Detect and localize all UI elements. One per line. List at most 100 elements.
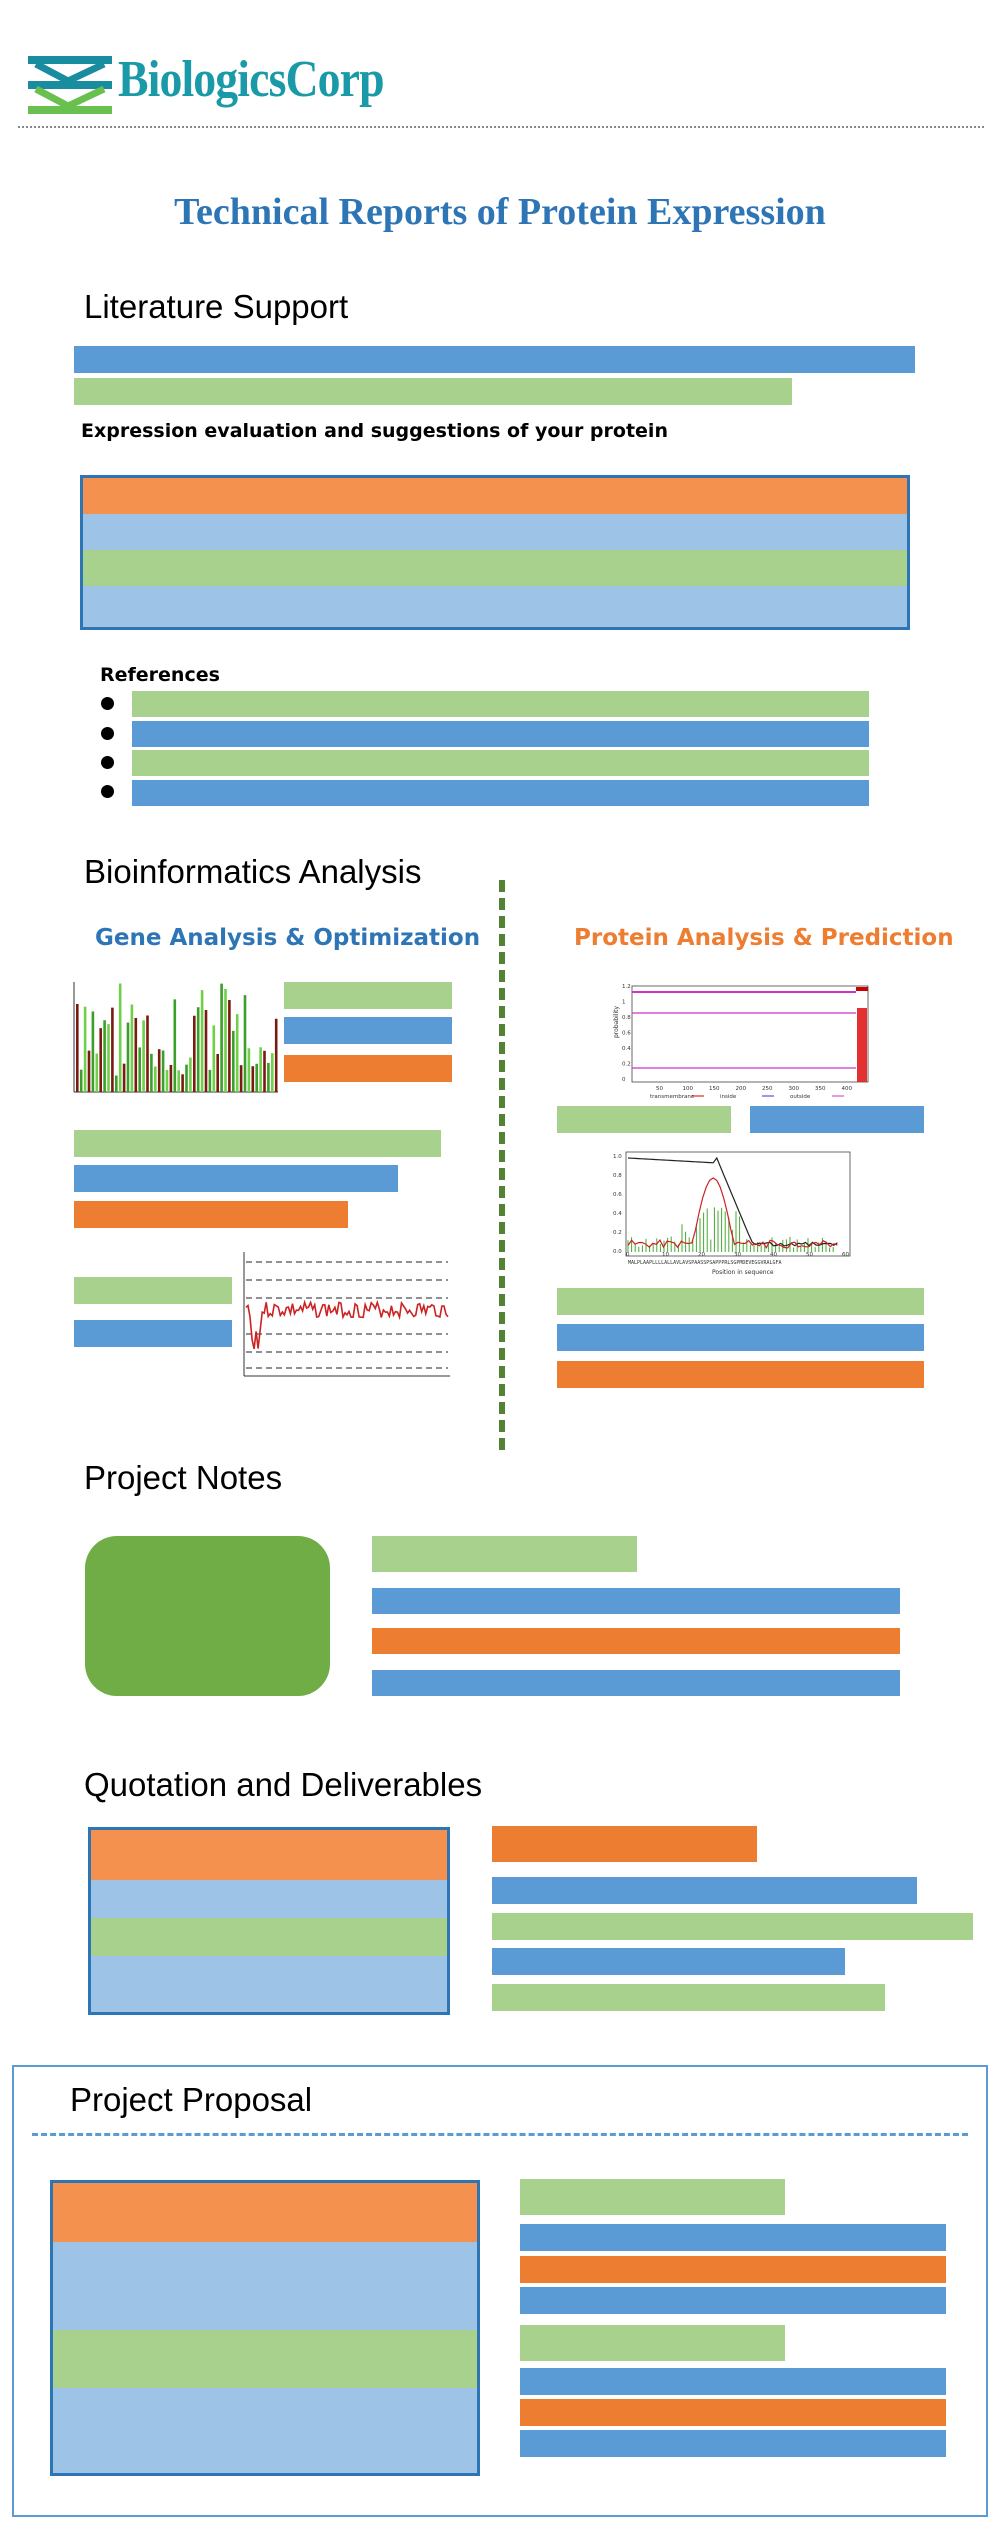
bullet-icon (101, 697, 114, 710)
codon-bar (181, 1074, 184, 1092)
placeholder-bar (750, 1106, 924, 1133)
placeholder-bar (372, 1628, 900, 1654)
prob-ytick: 0 (622, 1077, 626, 1083)
codon-bar (134, 1017, 138, 1092)
placeholder-bar (492, 1826, 757, 1862)
codon-bar (169, 1064, 173, 1092)
codon-bar (115, 1075, 118, 1092)
sp-ytick: 0.8 (613, 1173, 622, 1179)
reference-bar (132, 691, 869, 717)
prob-xtick: 350 (815, 1086, 826, 1092)
transmembrane-chart: probability 1.2 1 0.8 0.6 0.4 0.2 0 50 100 150 20… (610, 978, 870, 1100)
notes-image-placeholder (85, 1536, 330, 1696)
sp-ytick: 0.2 (613, 1230, 622, 1236)
codon-bar (208, 1069, 212, 1092)
prob-ylabel: probability (613, 1006, 620, 1038)
sp-xtick: 10 (662, 1252, 669, 1258)
sp-xtick: 40 (770, 1252, 777, 1258)
signal-sequence-label: MALPLAAPLLLLALLAVLAVSPAASSPSAPPPRLSGPMDE… (628, 1260, 782, 1266)
header-divider (18, 126, 984, 128)
bullet-icon (101, 756, 114, 769)
table-row (83, 478, 907, 514)
signal-peptide-chart: 1.0 0.8 0.6 0.4 0.2 0.0 0 10 20 30 40 50 60 MALPLAA… (612, 1148, 852, 1276)
table-row (53, 2242, 477, 2330)
prob-ytick: 1 (622, 1000, 626, 1006)
prob-ytick: 1.2 (622, 984, 631, 990)
logo-icon (28, 56, 112, 114)
signal-peptide-svg: 1.0 0.8 0.6 0.4 0.2 0.0 0 10 20 30 40 50 60 MALPLAA… (613, 1151, 851, 1276)
codon-bar (189, 1057, 192, 1092)
placeholder-bar (74, 1130, 441, 1157)
codon-bar (212, 1025, 216, 1092)
placeholder-bar (372, 1670, 900, 1696)
sp-ytick: 0.6 (613, 1192, 622, 1198)
codon-bar (267, 1062, 270, 1092)
table-row (83, 514, 907, 550)
codon-bar (83, 1006, 87, 1092)
sp-xtick: 50 (806, 1252, 813, 1258)
bullet-icon (101, 785, 114, 798)
codon-bar (251, 1066, 255, 1092)
codon-bar (177, 1070, 180, 1092)
placeholder-bar (74, 346, 915, 373)
codon-bar (99, 1028, 102, 1092)
codon-bar (271, 1053, 274, 1092)
sp-ytick: 0.0 (613, 1249, 622, 1255)
codon-usage-svg (73, 982, 278, 1093)
literature-heading: Literature Support (84, 288, 349, 325)
placeholder-bar (372, 1588, 900, 1614)
prob-xtick: 150 (709, 1086, 720, 1092)
placeholder-bar (557, 1288, 924, 1315)
proposal-table (50, 2180, 480, 2476)
prob-xtick: 300 (789, 1086, 800, 1092)
prob-xtick: 50 (656, 1086, 663, 1092)
codon-bar (146, 1015, 149, 1092)
reference-bar (132, 780, 869, 806)
placeholder-bar (74, 1201, 348, 1228)
signal-xlabel: Position in sequence (712, 1269, 774, 1276)
codon-usage-chart (70, 980, 280, 1100)
placeholder-bar (74, 1320, 232, 1347)
section-divider (499, 880, 505, 1450)
reference-bar (132, 750, 869, 776)
codon-bar (111, 1007, 114, 1092)
prob-ytick: 0.6 (622, 1031, 631, 1037)
prob-ytick: 0.4 (622, 1046, 631, 1052)
sp-xtick: 20 (698, 1252, 705, 1258)
prob-xtick: 400 (842, 1086, 853, 1092)
placeholder-bar (557, 1324, 924, 1351)
codon-bar (200, 990, 204, 1092)
codon-bar (196, 1007, 200, 1092)
eval-label: Expression evaluation and suggestions of… (81, 420, 668, 442)
codon-bar (185, 1064, 188, 1092)
quotation-table (88, 1827, 450, 2015)
table-row (53, 2330, 477, 2388)
gene-heading: Gene Analysis & Optimization (95, 925, 481, 951)
codon-bar (224, 988, 227, 1092)
gc-content-svg (243, 1252, 450, 1377)
placeholder-bar (74, 1277, 232, 1304)
prob-legend-entry: inside (720, 1094, 737, 1100)
placeholder-bar (74, 1165, 398, 1192)
placeholder-bar (492, 1948, 845, 1975)
table-row (53, 2183, 477, 2242)
placeholder-bar (284, 1055, 452, 1082)
codon-bar (235, 1014, 239, 1092)
codon-bar (91, 1011, 95, 1092)
codon-bar (255, 1063, 258, 1092)
placeholder-bar (372, 1536, 637, 1572)
codon-bar (165, 1069, 169, 1092)
codon-bar (173, 999, 177, 1092)
placeholder-bar (520, 2179, 785, 2215)
codon-bar (274, 1018, 278, 1092)
placeholder-bar (520, 2368, 946, 2395)
table-row (83, 586, 907, 627)
table-row (53, 2388, 477, 2473)
codon-bar (154, 1066, 157, 1092)
sp-xtick: 0 (626, 1252, 630, 1258)
codon-bar (259, 1047, 262, 1092)
placeholder-bar (284, 982, 452, 1009)
sp-xtick: 60 (842, 1252, 849, 1258)
bioinformatics-heading: Bioinformatics Analysis (84, 853, 422, 890)
bullet-icon (101, 727, 114, 740)
